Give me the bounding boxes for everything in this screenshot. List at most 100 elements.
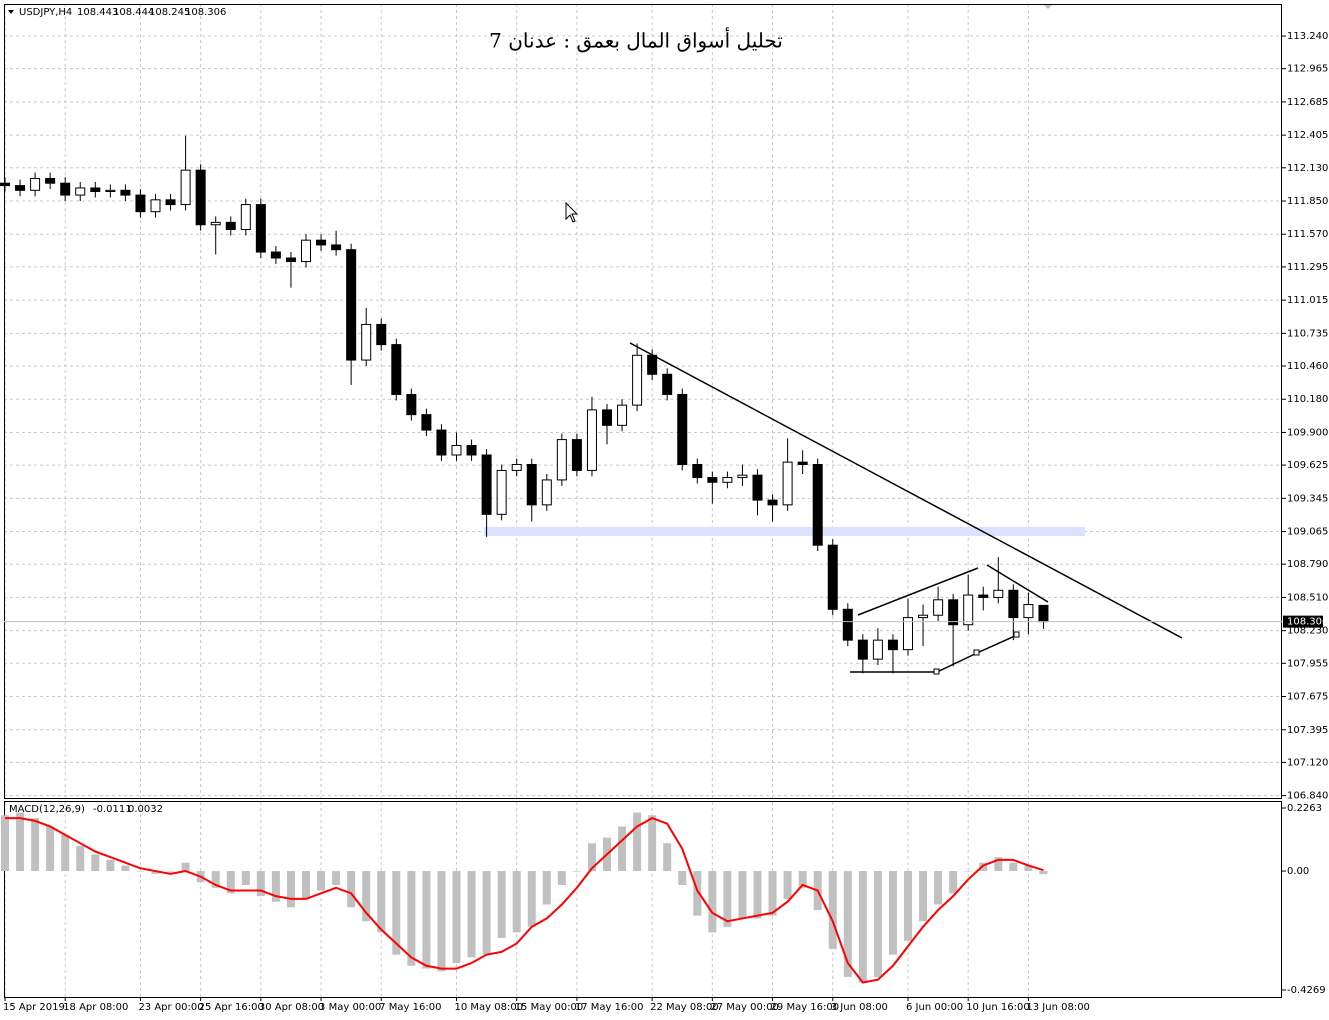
y-tick-label: 108.510 [1287, 592, 1328, 603]
macd-bar [302, 871, 310, 899]
candle-body [602, 409, 612, 426]
candle-body [571, 439, 582, 471]
candle-body [526, 463, 537, 506]
macd-bar [347, 871, 356, 908]
candle-body [692, 463, 703, 479]
candle-body [45, 177, 56, 184]
y-tick-label: 113.240 [1287, 31, 1328, 42]
y-tick-label: -0.4269 [1287, 985, 1326, 996]
y-tick-label: 109.625 [1287, 460, 1328, 471]
macd-bar [708, 871, 717, 933]
candle-body [632, 354, 643, 406]
macd-bar [151, 871, 160, 874]
candle-body [180, 169, 191, 206]
macd-bar [693, 871, 702, 916]
ohlc-high: 108.444 [113, 7, 154, 18]
y-tick-label: 111.570 [1287, 229, 1328, 240]
x-tick-label: 29 May 16:00 [771, 1002, 840, 1013]
candle-body [556, 439, 567, 481]
y-tick-label: 107.120 [1287, 757, 1328, 768]
candle-body [361, 323, 372, 361]
candle-body [722, 477, 733, 483]
grid [4, 4, 1282, 997]
x-tick-label: 15 Apr 2019 [3, 1002, 65, 1013]
anchor [973, 649, 980, 656]
macd-bar [1039, 871, 1048, 875]
macd-bar [663, 843, 672, 872]
macd-bar [873, 871, 882, 977]
x-tick-label: 7 May 16:00 [379, 1002, 441, 1013]
candle-body [60, 182, 71, 196]
candle-body [30, 177, 41, 191]
trend-line [629, 342, 1183, 639]
macd-bar [678, 871, 687, 885]
flag-edge [986, 564, 1049, 603]
candle-body [90, 187, 101, 193]
candle-body [978, 594, 989, 598]
support-zone [484, 527, 1085, 536]
y-tick-label: 111.850 [1287, 196, 1328, 207]
candle-body [75, 187, 86, 196]
macd-bar [136, 871, 145, 872]
macd-bar [1024, 865, 1033, 872]
macd-bar [166, 871, 175, 872]
macd-bar [1, 815, 9, 872]
candle-body [903, 617, 913, 651]
macd-bar [286, 871, 295, 908]
candle-body [391, 344, 402, 395]
anchor [933, 668, 940, 675]
macd-bar [181, 862, 190, 872]
y-tick-label: 108.230 [1287, 626, 1328, 637]
x-tick-label: 17 May 16:00 [575, 1002, 644, 1013]
candle-body [316, 239, 327, 246]
macd-bar [934, 871, 943, 905]
candle-body [1023, 604, 1034, 619]
macd-bar [828, 871, 837, 950]
macd-bar [994, 857, 1003, 872]
x-tick-label: 10 Jun 16:00 [966, 1002, 1030, 1013]
candle-body [195, 169, 206, 226]
macd-bar [633, 812, 642, 872]
signal-line [5, 817, 1044, 984]
candle-body [285, 257, 296, 263]
candle-body [963, 594, 974, 626]
candle-body [406, 393, 417, 416]
macd-bar [121, 865, 130, 872]
candle-body [240, 204, 251, 231]
x-tick-label: 3 Jun 08:00 [831, 1002, 888, 1013]
macd-bar [572, 871, 581, 872]
macd-bar [843, 871, 852, 977]
macd-bar [904, 871, 912, 941]
price-box [1283, 615, 1323, 628]
y-tick-label: 112.130 [1287, 163, 1328, 174]
candle-body [767, 499, 778, 506]
y-tick-label: 0.2263 [1287, 803, 1322, 814]
macd-bar [91, 854, 100, 872]
candle-body [511, 463, 522, 471]
y-tick-label: 106.840 [1287, 791, 1328, 802]
ohlc-close: 108.306 [185, 7, 226, 18]
menu-arrow [8, 10, 14, 14]
macd-bar [16, 812, 25, 872]
candle-body [933, 599, 944, 616]
macd-bar [61, 834, 70, 872]
candle-body [165, 199, 176, 206]
macd-bar [964, 871, 973, 872]
macd-bar [256, 871, 265, 897]
candle-body [812, 463, 823, 546]
candle-body [421, 414, 432, 431]
macd-bar [76, 845, 85, 872]
macd-bar [31, 818, 40, 872]
macd-bar [241, 871, 250, 885]
candle-body [496, 469, 507, 515]
y-tick-label: 112.405 [1287, 130, 1328, 141]
symbol: USDJPY,H4 [19, 7, 72, 18]
candle-body [1038, 604, 1049, 623]
x-tick-label: 18 Apr 08:00 [63, 1002, 128, 1013]
macd-bar [753, 871, 762, 919]
candle-body [150, 199, 161, 213]
macd-main: -0.0111 [93, 804, 132, 815]
candle-body [586, 409, 597, 471]
candle-body [255, 204, 266, 253]
